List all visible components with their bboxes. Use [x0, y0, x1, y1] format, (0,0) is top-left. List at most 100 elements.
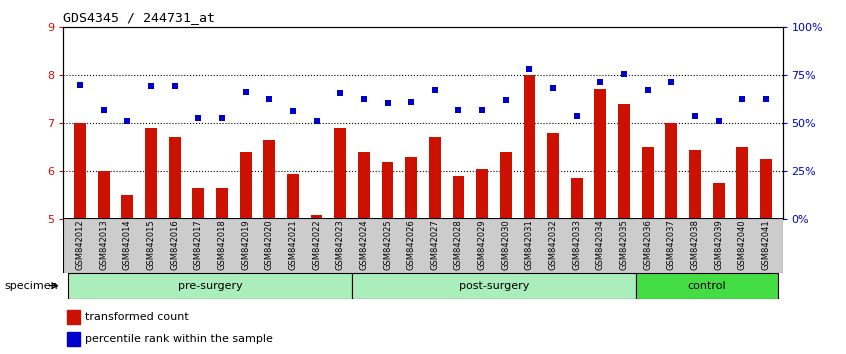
Point	[499, 97, 513, 103]
Bar	[145, 128, 157, 219]
Bar	[67, 332, 80, 346]
Bar	[429, 137, 441, 219]
Bar	[63, 218, 783, 273]
Point	[428, 87, 442, 93]
Text: GSM842015: GSM842015	[146, 219, 156, 270]
Bar	[547, 133, 559, 219]
Point	[759, 96, 772, 102]
Text: GSM842028: GSM842028	[454, 219, 463, 270]
Text: GSM842016: GSM842016	[170, 219, 179, 270]
Point	[475, 107, 489, 113]
Point	[97, 107, 111, 112]
Text: GDS4345 / 244731_at: GDS4345 / 244731_at	[63, 11, 216, 24]
Bar	[310, 215, 322, 219]
Text: GSM842039: GSM842039	[714, 219, 723, 270]
Point	[286, 108, 299, 114]
Text: specimen: specimen	[4, 281, 58, 291]
Bar	[636, 273, 777, 299]
Text: GSM842034: GSM842034	[596, 219, 605, 270]
Bar	[352, 273, 636, 299]
Text: GSM842012: GSM842012	[75, 219, 85, 270]
Text: GSM842031: GSM842031	[525, 219, 534, 270]
Bar	[168, 137, 180, 219]
Point	[523, 66, 536, 72]
Text: control: control	[688, 281, 726, 291]
Text: GSM842021: GSM842021	[288, 219, 298, 270]
Text: GSM842022: GSM842022	[312, 219, 321, 270]
Bar	[287, 174, 299, 219]
Point	[74, 82, 87, 88]
Text: GSM842020: GSM842020	[265, 219, 274, 270]
Point	[712, 118, 726, 124]
Point	[215, 115, 228, 121]
Point	[689, 113, 702, 119]
Point	[262, 96, 276, 102]
Point	[144, 83, 157, 89]
Text: pre-surgery: pre-surgery	[178, 281, 243, 291]
Text: GSM842033: GSM842033	[572, 219, 581, 270]
Bar	[689, 149, 701, 219]
Text: GSM842030: GSM842030	[502, 219, 510, 270]
Bar	[453, 176, 464, 219]
Text: GSM842029: GSM842029	[478, 219, 486, 270]
Point	[452, 107, 465, 113]
Point	[594, 79, 607, 85]
Point	[120, 118, 134, 124]
Text: post-surgery: post-surgery	[459, 281, 529, 291]
Point	[547, 85, 560, 91]
Bar	[69, 273, 352, 299]
Bar	[760, 159, 772, 219]
Bar	[98, 171, 110, 219]
Point	[191, 115, 205, 121]
Bar	[666, 123, 678, 219]
Point	[641, 87, 655, 93]
Bar	[334, 128, 346, 219]
Point	[381, 100, 394, 105]
Point	[618, 71, 631, 77]
Point	[404, 99, 418, 105]
Text: GSM842035: GSM842035	[619, 219, 629, 270]
Bar	[500, 152, 512, 219]
Text: GSM842040: GSM842040	[738, 219, 747, 270]
Bar	[74, 123, 86, 219]
Bar	[192, 188, 204, 219]
Text: GSM842038: GSM842038	[690, 219, 700, 270]
Bar	[736, 147, 748, 219]
Text: GSM842014: GSM842014	[123, 219, 132, 270]
Bar	[618, 104, 630, 219]
Text: percentile rank within the sample: percentile rank within the sample	[85, 334, 273, 344]
Bar	[642, 147, 654, 219]
Bar	[382, 161, 393, 219]
Bar	[358, 152, 370, 219]
Text: GSM842032: GSM842032	[548, 219, 558, 270]
Text: GSM842019: GSM842019	[241, 219, 250, 270]
Point	[168, 83, 181, 89]
Text: GSM842025: GSM842025	[383, 219, 392, 270]
Bar	[405, 157, 417, 219]
Point	[239, 89, 252, 95]
Bar	[263, 140, 275, 219]
Bar	[122, 195, 133, 219]
Text: transformed count: transformed count	[85, 312, 189, 322]
Text: GSM842024: GSM842024	[360, 219, 368, 270]
Text: GSM842026: GSM842026	[407, 219, 415, 270]
Bar	[216, 188, 228, 219]
Point	[570, 113, 584, 119]
Text: GSM842027: GSM842027	[431, 219, 439, 270]
Text: GSM842037: GSM842037	[667, 219, 676, 270]
Text: GSM842017: GSM842017	[194, 219, 203, 270]
Bar	[595, 89, 607, 219]
Text: GSM842018: GSM842018	[217, 219, 227, 270]
Text: GSM842023: GSM842023	[336, 219, 344, 270]
Text: GSM842013: GSM842013	[99, 219, 108, 270]
Text: GSM842041: GSM842041	[761, 219, 771, 270]
Point	[665, 79, 678, 85]
Bar	[239, 152, 251, 219]
Bar	[571, 178, 583, 219]
Point	[735, 96, 749, 102]
Bar	[524, 75, 536, 219]
Bar	[713, 183, 724, 219]
Point	[310, 118, 323, 124]
Point	[357, 96, 371, 102]
Bar	[67, 310, 80, 324]
